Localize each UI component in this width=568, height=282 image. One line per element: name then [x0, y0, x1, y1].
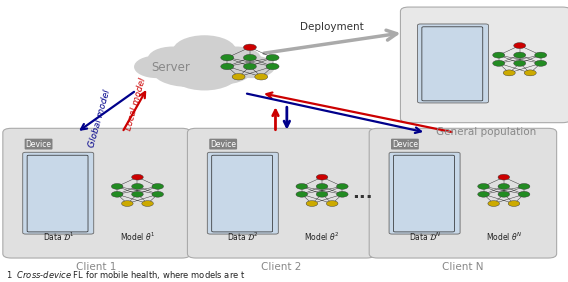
- Text: Model $\theta^1$: Model $\theta^1$: [120, 230, 155, 243]
- Text: Client 1: Client 1: [76, 262, 117, 272]
- Circle shape: [229, 56, 275, 78]
- Text: Device: Device: [210, 140, 236, 149]
- Text: Device: Device: [26, 140, 52, 149]
- Circle shape: [152, 191, 164, 197]
- Circle shape: [255, 74, 268, 80]
- FancyBboxPatch shape: [389, 152, 460, 234]
- Text: Client N: Client N: [442, 262, 484, 272]
- Circle shape: [142, 201, 153, 206]
- Circle shape: [492, 60, 505, 66]
- Text: ...: ...: [352, 184, 373, 202]
- Circle shape: [244, 44, 256, 50]
- Circle shape: [134, 56, 179, 78]
- Circle shape: [513, 52, 526, 58]
- FancyBboxPatch shape: [23, 152, 94, 234]
- Circle shape: [492, 52, 505, 58]
- Text: Data $\mathcal{D}^N$: Data $\mathcal{D}^N$: [408, 230, 441, 243]
- Circle shape: [534, 60, 547, 66]
- Text: General population: General population: [436, 127, 536, 137]
- Circle shape: [221, 63, 234, 70]
- Circle shape: [498, 174, 509, 180]
- Circle shape: [336, 184, 348, 189]
- Circle shape: [244, 54, 256, 61]
- Circle shape: [173, 35, 236, 67]
- Circle shape: [152, 184, 164, 189]
- Text: Model $\theta^N$: Model $\theta^N$: [486, 230, 522, 243]
- Circle shape: [503, 70, 515, 76]
- Circle shape: [122, 201, 133, 206]
- Circle shape: [221, 54, 234, 61]
- Circle shape: [266, 63, 279, 70]
- FancyBboxPatch shape: [187, 128, 375, 258]
- FancyBboxPatch shape: [417, 24, 488, 103]
- Circle shape: [170, 57, 239, 91]
- Circle shape: [488, 201, 499, 206]
- Circle shape: [111, 184, 123, 189]
- Circle shape: [211, 47, 261, 71]
- FancyBboxPatch shape: [207, 152, 278, 234]
- Circle shape: [518, 184, 530, 189]
- Circle shape: [534, 52, 547, 58]
- FancyBboxPatch shape: [369, 128, 557, 258]
- Text: 1  $\mathit{Cross}$-$\mathit{device}$ FL for mobile health, where models are t: 1 $\mathit{Cross}$-$\mathit{device}$ FL …: [6, 268, 245, 281]
- Circle shape: [518, 191, 530, 197]
- Circle shape: [148, 47, 198, 71]
- Circle shape: [296, 184, 308, 189]
- Circle shape: [498, 191, 509, 197]
- Text: Model $\theta^2$: Model $\theta^2$: [304, 230, 340, 243]
- Circle shape: [132, 184, 143, 189]
- Circle shape: [336, 191, 348, 197]
- Circle shape: [151, 51, 224, 87]
- Circle shape: [306, 201, 318, 206]
- FancyBboxPatch shape: [400, 7, 568, 123]
- Text: Device: Device: [392, 140, 418, 149]
- Text: Deployment: Deployment: [300, 22, 364, 32]
- Circle shape: [478, 191, 490, 197]
- Circle shape: [111, 191, 123, 197]
- Text: Data $\mathcal{D}^1$: Data $\mathcal{D}^1$: [43, 230, 74, 243]
- Circle shape: [296, 191, 308, 197]
- Circle shape: [266, 54, 279, 61]
- Circle shape: [498, 184, 509, 189]
- Text: Data $\mathcal{D}^2$: Data $\mathcal{D}^2$: [227, 230, 259, 243]
- Text: Server: Server: [151, 61, 190, 74]
- Text: Local model: Local model: [124, 77, 148, 132]
- Circle shape: [316, 184, 328, 189]
- Circle shape: [513, 43, 526, 49]
- Circle shape: [190, 53, 253, 85]
- Circle shape: [132, 191, 143, 197]
- Circle shape: [524, 70, 536, 76]
- Text: Global model: Global model: [87, 88, 112, 148]
- Circle shape: [508, 201, 520, 206]
- Circle shape: [316, 174, 328, 180]
- Circle shape: [132, 174, 143, 180]
- Circle shape: [478, 184, 490, 189]
- Circle shape: [513, 60, 526, 66]
- Circle shape: [316, 191, 328, 197]
- FancyBboxPatch shape: [3, 128, 190, 258]
- Circle shape: [327, 201, 338, 206]
- Text: Client 2: Client 2: [261, 262, 302, 272]
- Circle shape: [232, 74, 245, 80]
- Circle shape: [244, 63, 256, 70]
